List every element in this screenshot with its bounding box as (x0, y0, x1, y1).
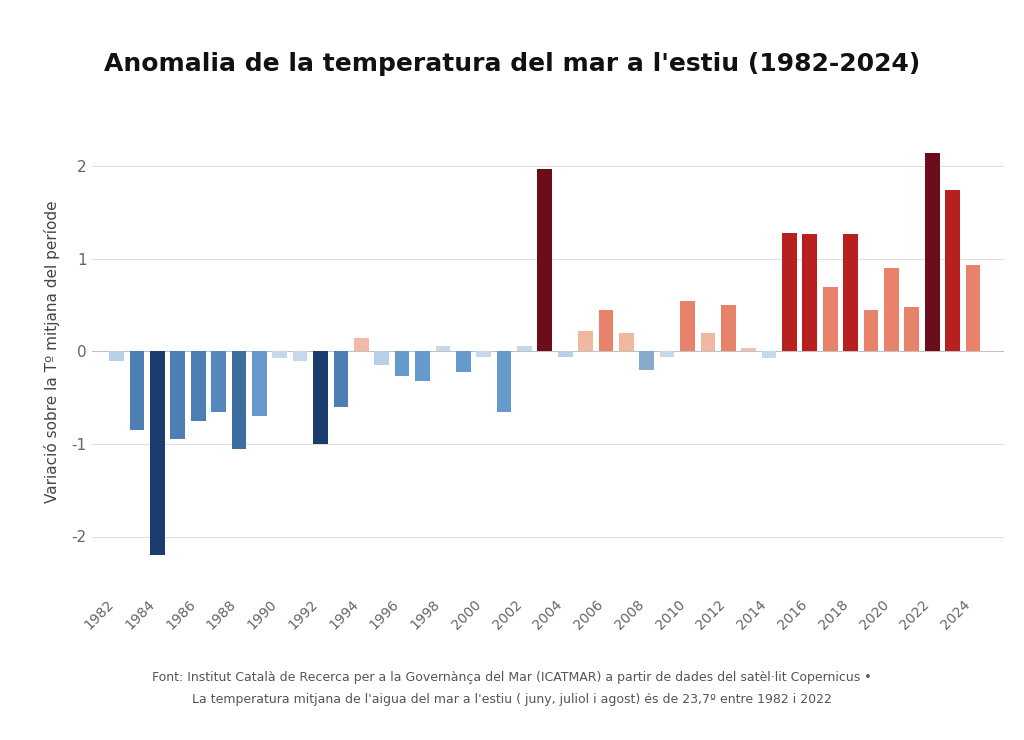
Bar (456, 352, 471, 371)
Bar (476, 352, 490, 357)
Bar (415, 352, 430, 381)
Bar (639, 352, 654, 370)
Bar (170, 352, 185, 440)
Bar (313, 352, 328, 444)
Bar (231, 352, 247, 448)
Bar (190, 352, 206, 421)
Bar (782, 233, 797, 352)
Bar (803, 234, 817, 352)
Text: Anomalia de la temperatura del mar a l'estiu (1982-2024): Anomalia de la temperatura del mar a l'e… (103, 52, 921, 75)
Bar (293, 352, 307, 360)
Bar (844, 234, 858, 352)
Text: La temperatura mitjana de l'aigua del mar a l'estiu ( juny, juliol i agost) és d: La temperatura mitjana de l'aigua del ma… (193, 693, 831, 706)
Bar (130, 352, 144, 430)
Bar (110, 352, 124, 360)
Bar (517, 346, 531, 352)
Bar (904, 307, 920, 351)
Bar (272, 352, 287, 358)
Bar (700, 333, 715, 352)
Bar (579, 331, 593, 352)
Bar (680, 300, 695, 351)
Bar (538, 169, 552, 352)
Bar (558, 352, 572, 357)
Bar (659, 352, 675, 357)
Bar (762, 352, 776, 358)
Bar (823, 286, 838, 352)
Bar (925, 152, 939, 352)
Bar (741, 348, 756, 351)
Bar (394, 352, 410, 377)
Y-axis label: Variació sobre la Tº mitjana del període: Variació sobre la Tº mitjana del període (44, 201, 60, 502)
Bar (435, 346, 451, 352)
Bar (863, 310, 879, 352)
Bar (252, 352, 266, 416)
Bar (945, 189, 959, 352)
Bar (966, 266, 980, 351)
Bar (354, 337, 369, 351)
Bar (375, 352, 389, 366)
Bar (151, 352, 165, 555)
Bar (884, 268, 899, 352)
Text: Font: Institut Català de Recerca per a la Governànça del Mar (ICATMAR) a partir : Font: Institut Català de Recerca per a l… (153, 670, 871, 684)
Bar (618, 333, 634, 352)
Bar (334, 352, 348, 407)
Bar (497, 352, 511, 411)
Bar (599, 310, 613, 352)
Bar (721, 305, 735, 352)
Bar (211, 352, 226, 411)
